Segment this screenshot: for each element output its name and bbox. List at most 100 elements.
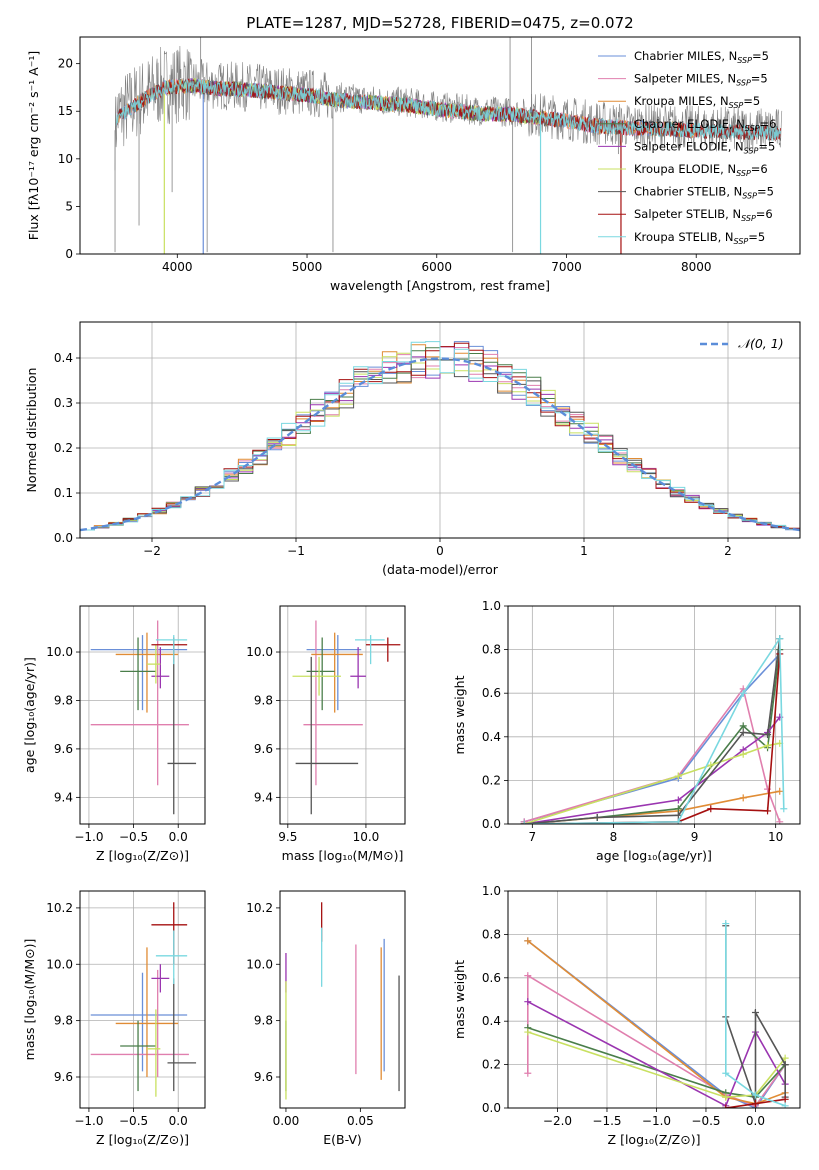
legend-text: Salpeter ELODIE, N [634,139,744,153]
y-tick-label: 0.4 [482,730,501,744]
point-marker [739,689,747,697]
axes-mass-vs-Z: −1.0 −0.5 0.0 9.6 9.8 10.0 10.2 Z [log₁₀(Z/Z⊙)]… [22,890,206,1147]
chart-title: PLATE=1287, MJD=52728, FIBERID=0475, z=0… [246,14,633,32]
errorbar-salpeter-miles [303,620,363,786]
series-line [527,940,786,1105]
legend-text: Kroupa ELODIE, N [634,162,736,176]
errorbar-kroupa-elodie [292,656,341,696]
point-marker [707,761,715,769]
axes-frame [79,36,801,255]
x-tick-label: 1 [580,544,588,558]
errorbar-chabrier-miles [90,972,188,1072]
legend-text: Chabrier STELIB, N [634,185,742,199]
legend-subscript: SSP [734,237,749,246]
plot-area [80,341,800,538]
axis-decor: −2.0 −1.5 −1.0 −0.5 0.0 0.0 0.2 0.4 0.6 0.8 1.0 Z [… [452,884,801,1147]
x-tick-label: −0.5 [119,1114,148,1128]
series-line [524,638,781,824]
legend-text: Kroupa STELIB, N [634,230,734,244]
point-marker [722,1069,730,1077]
axis-decor: −1.0 −0.5 0.0 9.6 9.8 10.0 10.2 Z [log₁₀(Z/Z⊙)]… [22,890,206,1147]
y-tick-label: 10.0 [46,957,73,971]
errorbar-chabrier-stelib [167,978,197,1092]
series-chabrier-miles [520,650,784,824]
x-tick-label: 7 [529,830,537,844]
y-tick-label: 0.4 [482,1014,501,1028]
series-kroupa-stelib [722,920,789,1108]
x-tick-label: −1.0 [74,830,103,844]
axes-mass-vs-EBV: 0.00 0.05 9.6 9.8 10.0 10.2 E(B-V) [246,890,406,1147]
legend-subscript: SSP [736,79,751,88]
plot-area [90,902,197,1097]
errorbar-chabrier-miles [90,635,188,711]
legend-value: =5 [743,94,760,108]
legend-subscript: SSP [737,56,752,65]
point-marker [764,742,772,750]
y-tick-label: 9.4 [254,790,273,804]
point-marker [524,1028,532,1036]
series-salpeter-stelib [520,650,784,824]
y-tick-label: 0.3 [54,396,73,410]
point-marker [674,772,682,780]
point-marker [524,972,532,980]
point-marker [674,811,682,819]
y-tick-label: 9.6 [254,742,273,756]
x-tick-label: 2 [724,544,732,558]
x-tick-label: −1.0 [642,1114,671,1128]
legend-value: =5 [757,185,774,199]
x-tick-label: 10.0 [353,830,380,844]
y-tick-label: 9.6 [254,1070,273,1084]
point-marker [674,818,682,824]
axes-frame [79,605,206,825]
legend-value: =6 [760,117,777,131]
x-axis-label: Z [log₁₀(Z/Z⊙)] [608,1132,701,1147]
y-tick-label: 9.8 [254,1014,273,1028]
y-tick-label: 1.0 [482,599,501,613]
y-tick-label: 10.0 [46,645,73,659]
x-tick-label: 4000 [162,260,193,274]
axis-decor: 7 8 9 10 0.0 0.2 0.4 0.6 0.8 1.0 age [log₁₀(age/yr… [452,599,801,863]
legend-value: =5 [752,49,769,63]
errorbar-salpeter-elodie [350,647,366,689]
model-line-salpeter-stelib [115,78,781,142]
y-tick-label: 1.0 [482,884,501,898]
x-tick-label: 8000 [681,260,712,274]
legend-text: Salpeter MILES, N [634,72,736,86]
y-tick-label: 10 [58,152,73,166]
y-tick-label: 5 [65,199,73,213]
errorbar-chabrier-miles [306,635,362,711]
plot-area [292,620,401,815]
legend-entry: Kroupa ELODIE, NSSP=6 [634,162,768,178]
axes-age-vs-mass: 9.5 10.0 9.4 9.6 9.8 10.0 mass [log₁₀(M/M⊙)] [246,605,406,863]
errorbar-chabrier-elodie [120,637,156,711]
point-marker [776,818,784,824]
histogram-kroupa-stelib [80,341,800,538]
y-tick-label: 0.6 [482,971,501,985]
plot-area [114,37,783,254]
legend-entry: Chabrier ELODIE, NSSP=6 [634,117,776,133]
legend-entry: Kroupa MILES, NSSP=5 [634,94,760,110]
x-tick-label: 0.05 [347,1114,374,1128]
y-axis-label: mass [log₁₀(M/M⊙)] [22,939,37,1061]
point-marker [674,805,682,813]
point-marker [593,813,601,821]
x-tick-label: −2 [143,544,161,558]
series-line [524,636,785,824]
x-axis-label: age [log₁₀(age/yr)] [596,848,712,863]
point-marker [739,794,747,802]
y-tick-label: 9.8 [54,693,73,707]
x-tick-label: −1.5 [592,1114,621,1128]
gaussian-curve [80,357,800,532]
legend-entry: Salpeter MILES, NSSP=5 [634,72,768,88]
errorbar-salpeter-elodie [151,964,170,993]
axes-frame [79,890,206,1109]
y-tick-label: 0 [65,247,73,261]
point-marker [751,1091,759,1099]
series-salpeter-stelib [722,1095,789,1108]
series-line [524,716,781,824]
legend-value: =5 [748,230,765,244]
axes-residuals: −2 −1 0 1 2 0.0 0.1 0.2 0.3 0.4 (data-model)/error… [24,321,801,577]
y-tick-label: 0.1 [54,486,73,500]
axis-decor: 0.00 0.05 9.6 9.8 10.0 10.2 E(B-V) [246,890,406,1147]
